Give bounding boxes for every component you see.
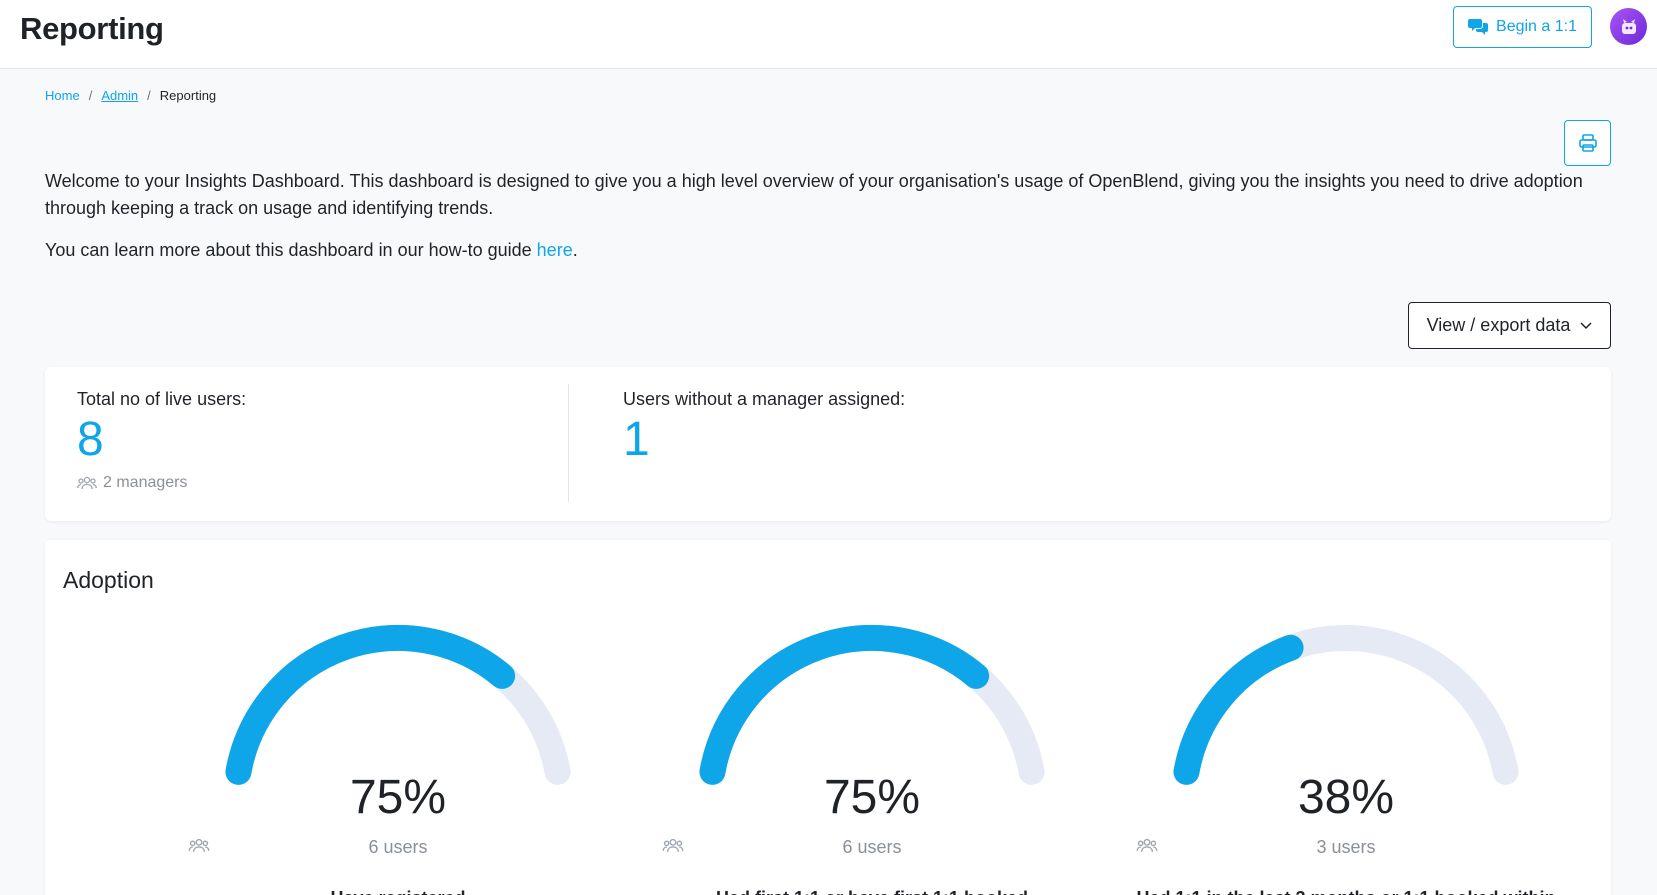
gauge-fill [225,625,516,785]
gauge-fill [1173,634,1304,785]
users-icon [77,476,97,490]
gauge-label: Have registered [188,885,608,895]
gauge-users-label: 6 users [368,837,428,857]
managers-count-label: 2 managers [103,474,188,491]
view-export-data-dropdown[interactable]: View / export data [1408,302,1611,349]
users-icon [662,838,684,852]
no-manager-label: Users without a manager assigned: [623,389,906,409]
view-export-data-label: View / export data [1426,315,1571,335]
gauge-users-label: 6 users [842,837,902,857]
users-icon [1136,838,1158,852]
gauge-recent-one-to-one: 38% 3 users Had 1:1 in the last 3 months… [1136,600,1556,895]
breadcrumb: Home / Admin / Reporting [45,88,216,103]
print-button[interactable] [1564,120,1611,166]
adoption-card: Adoption 75% 6 users Have registered 75% [45,540,1611,895]
gauge-percent: 75% [349,771,447,824]
no-manager-value: 1 [623,413,650,466]
gauge-percent: 38% [1297,771,1395,824]
gauge-track [699,625,1045,785]
gauge-track [1173,625,1519,785]
printer-icon [1578,134,1597,152]
adoption-title: Adoption [63,567,154,593]
guide-link[interactable]: here [536,240,573,260]
gauge-fill [699,625,990,785]
page-title: Reporting [20,11,164,46]
begin-one-to-one-button[interactable]: Begin a 1:1 [1453,6,1592,48]
gauge-percent: 75% [823,771,921,824]
chat-bubbles-icon [1468,19,1489,35]
gauge-label: Had first 1:1 or have first 1:1 booked [662,885,1082,895]
gauge-users: 6 users [662,837,1082,858]
gauge-label: Had 1:1 in the last 3 months or 1:1 book… [1136,885,1556,895]
breadcrumb-current: Reporting [159,88,217,103]
begin-one-to-one-label: Begin a 1:1 [1496,18,1577,35]
gauge-track [225,625,571,785]
guide-text: You can learn more about this dashboard … [45,240,578,261]
chevron-down-icon [1580,321,1592,329]
gauge-first-one-to-one: 75% 6 users Had first 1:1 or have first … [662,600,1082,895]
breadcrumb-separator: / [88,88,93,103]
live-users-stat: Total no of live users: 8 2 managers [77,389,246,492]
gauge-chart [699,625,1045,785]
avatar-icon [1621,18,1636,34]
users-icon [188,838,210,852]
live-users-value: 8 [77,413,104,466]
live-users-label: Total no of live users: [77,389,247,409]
gauge-chart [225,625,571,785]
breadcrumb-admin[interactable]: Admin [101,88,139,103]
top-bar: Reporting Begin a 1:1 [0,0,1657,69]
gauge-registered: 75% 6 users Have registered [188,600,608,895]
managers-count: 2 managers [77,474,246,492]
no-manager-stat: Users without a manager assigned: 1 [623,389,905,466]
intro-text: Welcome to your Insights Dashboard. This… [45,171,1583,218]
guide-suffix: . [572,240,578,260]
stats-card: Total no of live users: 8 2 managers Use… [45,367,1611,521]
user-avatar[interactable] [1610,8,1647,45]
breadcrumb-separator: / [147,88,151,103]
breadcrumb-home[interactable]: Home [45,88,80,103]
gauge-users-label: 3 users [1316,837,1376,857]
gauge-users: 6 users [188,837,608,858]
gauge-users: 3 users [1136,837,1556,858]
gauge-chart [1173,625,1519,785]
stats-divider [568,384,569,502]
guide-prefix: You can learn more about this dashboard … [45,240,537,260]
